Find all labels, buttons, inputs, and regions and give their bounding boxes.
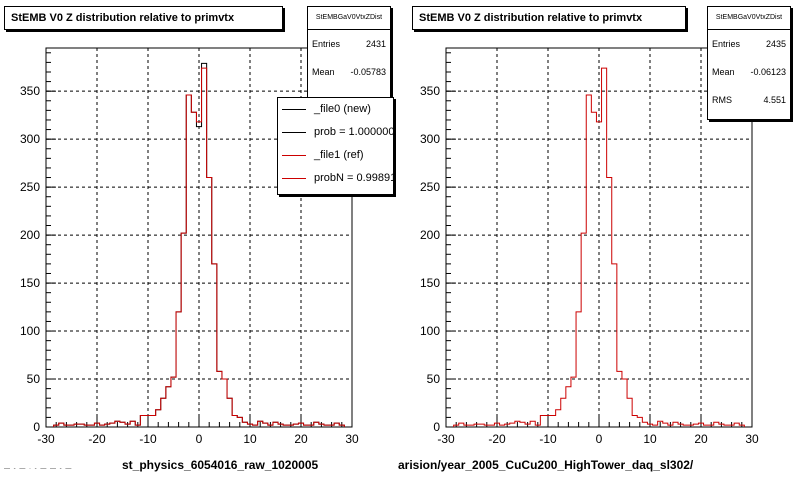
y-tick-label: 50 — [27, 372, 41, 386]
y-tick-label: 300 — [20, 132, 40, 146]
right-chart-title: StEMB V0 Z distribution relative to prim… — [412, 6, 686, 30]
x-tick-label: 0 — [196, 432, 203, 446]
x-tick-label: -30 — [37, 432, 55, 446]
y-tick-label: 350 — [420, 84, 440, 98]
legend-entry: _file1 (ref) — [278, 144, 393, 167]
y-tick-label: 300 — [420, 132, 440, 146]
y-tick-label: 200 — [20, 228, 40, 242]
right-stats-label: Mean — [712, 67, 735, 77]
x-tick-label: 30 — [745, 432, 759, 446]
left-stats-label: Entries — [312, 39, 341, 49]
right-stats-label: RMS — [712, 95, 732, 105]
x-tick-label: -20 — [88, 432, 106, 446]
legend-entry: _file0 (new) — [278, 98, 393, 121]
x-tick-label: 10 — [643, 432, 657, 446]
x-tick-label: -30 — [437, 432, 455, 446]
left-stats-value: 2431 — [365, 39, 386, 49]
x-tick-label: 20 — [694, 432, 708, 446]
y-tick-label: 350 — [20, 84, 40, 98]
legend-swatch — [282, 155, 306, 156]
left-stats-header: StEMBGaV0VtxZDist — [308, 7, 390, 30]
footer-note: — - — · - — — - — — [4, 466, 73, 472]
legend-entry: prob = 1.000000 — [278, 121, 393, 144]
y-tick-label: 0 — [33, 420, 40, 434]
y-tick-label: 250 — [20, 180, 40, 194]
legend-label: _file0 (new) — [314, 103, 371, 115]
right-stats-value: -0.06123 — [750, 67, 786, 77]
left-stats-label: Mean — [312, 67, 335, 77]
x-tick-label: -10 — [539, 432, 557, 446]
x-tick-label: 30 — [345, 432, 359, 446]
right-stats-box: StEMBGaV0VtxZDist Entries 2435 Mean -0.0… — [707, 6, 791, 120]
y-tick-label: 150 — [20, 276, 40, 290]
right-stats-row: Entries 2435 — [708, 30, 790, 58]
x-tick-label: -10 — [139, 432, 157, 446]
y-tick-label: 50 — [427, 372, 441, 386]
left-stats-value: -0.05783 — [350, 67, 386, 77]
right-stats-header: StEMBGaV0VtxZDist — [708, 7, 790, 30]
x-tick-label: 10 — [243, 432, 257, 446]
y-tick-label: 250 — [420, 180, 440, 194]
histogram-series — [453, 67, 745, 427]
left-x-axis-label: st_physics_6054016_raw_1020005 — [122, 458, 319, 472]
y-tick-label: 0 — [433, 420, 440, 434]
right-stats-value: 2435 — [765, 39, 786, 49]
legend-entry: probN = 0.998915 — [278, 167, 393, 190]
right-stats-row: RMS 4.551 — [708, 86, 790, 114]
x-tick-label: 20 — [294, 432, 308, 446]
x-tick-label: -20 — [488, 432, 506, 446]
y-tick-label: 150 — [420, 276, 440, 290]
right-x-axis-label: arision/year_2005_CuCu200_HighTower_daq_… — [398, 458, 694, 472]
left-chart-title: StEMB V0 Z distribution relative to prim… — [4, 6, 283, 30]
left-stats-box: StEMBGaV0VtxZDist Entries 2431 Mean -0.0… — [307, 6, 391, 108]
histogram-series — [53, 67, 345, 427]
legend-label: _file1 (ref) — [314, 149, 364, 161]
left-stats-row: Entries 2431 — [308, 30, 390, 58]
legend-label: probN = 0.998915 — [314, 172, 394, 184]
right-stats-label: Entries — [712, 39, 741, 49]
y-tick-label: 100 — [420, 324, 440, 338]
left-legend: _file0 (new) prob = 1.000000 _file1 (ref… — [277, 97, 394, 195]
right-stats-value: 4.551 — [763, 95, 786, 105]
legend-label: prob = 1.000000 — [314, 126, 394, 138]
x-tick-label: 0 — [596, 432, 603, 446]
legend-swatch — [282, 109, 306, 110]
y-tick-label: 200 — [420, 228, 440, 242]
legend-swatch — [282, 178, 306, 179]
left-stats-row: Mean -0.05783 — [308, 58, 390, 86]
y-tick-label: 100 — [20, 324, 40, 338]
right-stats-row: Mean -0.06123 — [708, 58, 790, 86]
legend-swatch — [282, 132, 306, 133]
